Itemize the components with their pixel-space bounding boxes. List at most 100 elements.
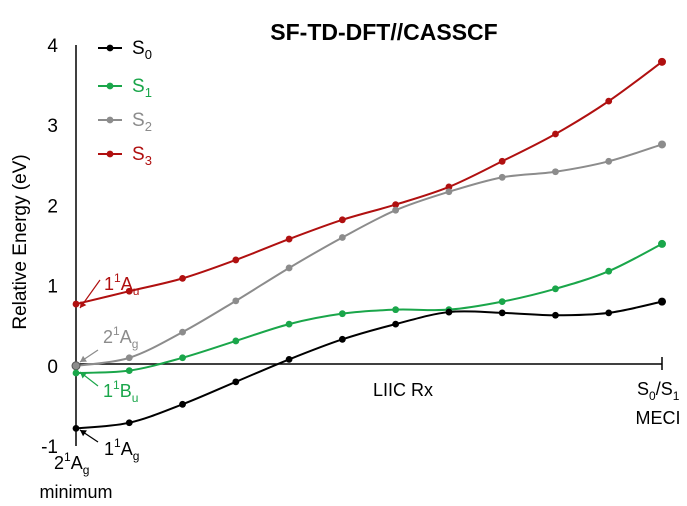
annotation-arrowhead [80, 355, 87, 362]
data-point-s0 [338, 335, 346, 343]
x-start-label-sup: 1 [64, 450, 71, 464]
data-point-s3 [72, 300, 80, 308]
data-point-s2 [658, 140, 666, 149]
series-s1 [72, 239, 666, 377]
annotation-label: 11Au [104, 271, 139, 298]
data-point-s1 [338, 310, 346, 318]
x-end-label-a: S [637, 379, 649, 399]
legend-marker-s2 [106, 116, 114, 124]
data-point-s1 [72, 369, 80, 377]
x-end-label-b: S [661, 379, 673, 399]
data-point-s1 [125, 367, 133, 375]
legend: S0 S1 S2 S3 [98, 38, 152, 168]
data-point-s1 [498, 298, 506, 306]
state-annotation: 11Ag [79, 429, 139, 463]
data-point-s0 [498, 309, 506, 317]
x-start-label-line2: minimum [39, 482, 112, 502]
data-point-s1 [232, 337, 240, 345]
series-s0 [72, 297, 666, 432]
state-annotation: 11Au [79, 271, 139, 309]
legend-label-s1: S1 [132, 76, 152, 100]
data-point-s3 [338, 216, 346, 224]
legend-label-s2: S2 [132, 110, 152, 134]
y-tick-label: 0 [47, 357, 58, 378]
series-line-s2 [75, 143, 663, 367]
data-point-s3 [658, 57, 666, 66]
annotations: 11Au 21Ag 11Bu 11Ag [79, 271, 139, 463]
y-tick-label: 4 [47, 36, 58, 57]
y-tick-label: -1 [41, 437, 58, 458]
y-tick-label: 1 [47, 277, 58, 298]
data-point-s1 [179, 354, 186, 362]
data-point-s1 [658, 239, 666, 248]
data-point-s2 [392, 206, 400, 214]
data-point-s3 [232, 256, 240, 264]
series-line-s0 [75, 300, 663, 430]
y-ticks: -1 0 1 2 3 4 [41, 36, 58, 458]
data-point-s0 [232, 378, 240, 386]
annotation-label: 21Ag [103, 324, 138, 351]
data-point-s2 [605, 157, 613, 165]
data-point-s0 [605, 309, 613, 317]
annotation-label: 11Ag [104, 436, 139, 463]
data-point-s0 [179, 400, 186, 408]
data-point-s3 [445, 183, 453, 191]
y-tick-label: 3 [47, 116, 58, 137]
data-point-s2 [232, 297, 240, 305]
data-point-s2 [285, 264, 293, 272]
annotation-arrowhead [80, 430, 87, 437]
legend-marker-s1 [106, 82, 114, 90]
data-point-s1 [552, 285, 559, 293]
data-point-s3 [605, 97, 613, 105]
data-point-s3 [179, 274, 186, 282]
data-point-s0 [72, 424, 80, 432]
series-s2 [71, 140, 666, 371]
data-point-s0 [125, 419, 133, 427]
x-start-label-sub: g [83, 463, 90, 477]
data-point-s1 [605, 267, 613, 275]
data-point-s2 [552, 168, 559, 176]
series-layer [71, 57, 666, 432]
data-point-s2 [498, 173, 506, 181]
series-line-s1 [75, 243, 663, 375]
annotation-arrowhead [80, 301, 87, 308]
data-point-s1 [392, 306, 400, 314]
data-point-s2 [338, 234, 346, 241]
data-point-s2 [71, 361, 81, 371]
state-annotation: 11Bu [79, 371, 138, 405]
data-point-s3 [125, 287, 133, 295]
x-end-label-slash: / [656, 379, 661, 399]
data-point-s0 [658, 297, 666, 306]
data-point-s2 [125, 354, 133, 362]
legend-marker-s3 [106, 150, 114, 158]
data-point-s2 [445, 188, 453, 196]
x-axis-label: LIIC Rx [373, 380, 433, 400]
data-point-s0 [285, 355, 293, 363]
x-end-label-a-sub: 0 [649, 389, 656, 403]
data-point-s0 [445, 308, 453, 316]
x-start-label-base: A [71, 453, 83, 473]
legend-label-s0: S0 [132, 38, 152, 62]
data-point-s2 [179, 328, 186, 336]
x-end-label: S0/S1 [637, 379, 680, 403]
series-s3 [72, 57, 666, 308]
data-point-s3 [285, 235, 293, 243]
data-point-s3 [552, 130, 559, 138]
annotation-label: 11Bu [103, 378, 138, 405]
data-point-s3 [498, 157, 506, 165]
legend-label-s3: S3 [132, 144, 152, 168]
x-start-label-main: 2 [54, 453, 64, 473]
y-tick-label: 2 [47, 196, 58, 217]
annotation-arrowhead [80, 372, 87, 379]
data-point-s0 [552, 311, 559, 319]
data-point-s0 [392, 320, 400, 328]
x-end-label-line2: MECI [636, 408, 681, 428]
y-axis-label: Relative Energy (eV) [10, 154, 31, 329]
x-end-label-b-sub: 1 [673, 389, 680, 403]
series-line-s3 [75, 61, 663, 306]
data-point-s3 [392, 201, 400, 208]
chart-title: SF-TD-DFT//CASSCF [270, 19, 497, 45]
legend-marker-s0 [106, 44, 114, 52]
x-start-label: 21Ag [54, 450, 89, 477]
